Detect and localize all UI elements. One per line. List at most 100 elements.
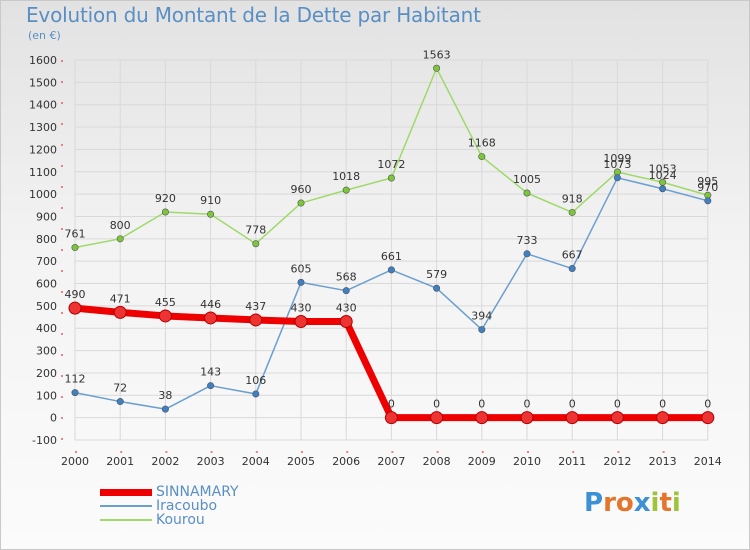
data-point-sinnamary bbox=[520, 411, 534, 425]
data-label-kourou: 1072 bbox=[377, 158, 405, 171]
data-point-kourou bbox=[207, 210, 215, 218]
data-point-sinnamary bbox=[475, 411, 489, 425]
logo-letter: x bbox=[633, 488, 651, 518]
y-tick-label: 100 bbox=[36, 389, 57, 402]
data-label-iracoubo: 667 bbox=[562, 249, 583, 262]
data-label-iracoubo: 605 bbox=[291, 262, 312, 275]
data-label-iracoubo: 970 bbox=[697, 181, 718, 194]
data-label-iracoubo: 579 bbox=[426, 268, 447, 281]
x-tick-label: 2001 bbox=[106, 455, 134, 468]
data-point-iracoubo bbox=[478, 326, 486, 334]
data-point-sinnamary bbox=[204, 311, 218, 325]
data-label-iracoubo: 661 bbox=[381, 250, 402, 263]
data-label-sinnamary: 0 bbox=[659, 398, 666, 411]
x-tick-label: 2006 bbox=[332, 455, 360, 468]
data-label-sinnamary: 437 bbox=[245, 300, 266, 313]
y-tick-label: 900 bbox=[36, 210, 57, 223]
x-tick-label: 2000 bbox=[61, 455, 89, 468]
chart-title: Evolution du Montant de la Dette par Hab… bbox=[26, 3, 481, 27]
data-point-iracoubo bbox=[704, 197, 712, 205]
data-label-iracoubo: 394 bbox=[471, 310, 492, 323]
data-point-kourou bbox=[297, 199, 305, 207]
y-tick-label: 1500 bbox=[29, 76, 57, 89]
data-point-sinnamary bbox=[113, 305, 127, 319]
legend: SINNAMARY Iracoubo Kourou bbox=[100, 485, 239, 527]
grid bbox=[74, 59, 709, 441]
data-label-kourou: 995 bbox=[697, 175, 718, 188]
y-tick-label: 500 bbox=[36, 300, 57, 313]
y-tick-label: 200 bbox=[36, 367, 57, 380]
data-point-sinnamary bbox=[339, 315, 353, 329]
series bbox=[68, 64, 715, 425]
data-label-sinnamary: 0 bbox=[524, 398, 531, 411]
legend-swatch-kourou bbox=[100, 519, 152, 521]
data-point-iracoubo bbox=[659, 185, 667, 193]
data-point-iracoubo bbox=[342, 287, 350, 295]
logo-letter: i bbox=[650, 488, 660, 518]
data-label-sinnamary: 455 bbox=[155, 296, 176, 309]
data-label-sinnamary: 0 bbox=[388, 398, 395, 411]
data-point-sinnamary bbox=[249, 313, 263, 327]
proxiti-logo: Proxiti bbox=[584, 488, 681, 518]
logo-letter: P bbox=[584, 488, 604, 518]
data-point-sinnamary bbox=[430, 411, 444, 425]
data-point-sinnamary bbox=[158, 309, 172, 323]
y-tick-label: 600 bbox=[36, 278, 57, 291]
data-label-kourou: 918 bbox=[562, 192, 583, 205]
data-point-kourou bbox=[342, 186, 350, 194]
x-tick-label: 2007 bbox=[377, 455, 405, 468]
data-label-sinnamary: 0 bbox=[614, 398, 621, 411]
data-label-iracoubo: 733 bbox=[517, 234, 538, 247]
data-point-kourou bbox=[161, 208, 169, 216]
legend-item-iracoubo: Iracoubo bbox=[100, 499, 239, 513]
data-label-sinnamary: 0 bbox=[569, 398, 576, 411]
data-label-kourou: 1099 bbox=[603, 152, 631, 165]
data-point-iracoubo bbox=[523, 250, 531, 258]
data-point-sinnamary bbox=[701, 411, 715, 425]
data-point-iracoubo bbox=[71, 389, 79, 397]
legend-label-kourou: Kourou bbox=[156, 512, 205, 528]
data-point-sinnamary bbox=[384, 411, 398, 425]
data-point-kourou bbox=[523, 189, 531, 197]
data-point-iracoubo bbox=[207, 382, 215, 390]
x-tick-label: 2010 bbox=[513, 455, 541, 468]
data-labels: 761 800 920 910 778 960 1018 1072 1563 1168 1005 91… bbox=[65, 48, 719, 410]
y-tick-label: -100 bbox=[32, 434, 57, 447]
legend-swatch-sinnamary bbox=[100, 488, 152, 496]
data-label-kourou: 1005 bbox=[513, 173, 541, 186]
y-tick-label: 1400 bbox=[29, 99, 57, 112]
data-point-kourou bbox=[252, 240, 260, 248]
data-point-kourou bbox=[568, 208, 576, 216]
data-label-iracoubo: 112 bbox=[65, 373, 86, 386]
data-point-iracoubo bbox=[297, 278, 305, 286]
data-point-kourou bbox=[116, 235, 124, 243]
data-point-iracoubo bbox=[387, 266, 395, 274]
data-label-kourou: 761 bbox=[65, 228, 86, 241]
data-label-iracoubo: 568 bbox=[336, 271, 357, 284]
chart-subtitle: (en €) bbox=[28, 29, 61, 42]
x-tick-label: 2011 bbox=[558, 455, 586, 468]
data-label-sinnamary: 430 bbox=[291, 302, 312, 315]
data-label-sinnamary: 0 bbox=[478, 398, 485, 411]
data-point-iracoubo bbox=[613, 174, 621, 182]
data-point-sinnamary bbox=[294, 315, 308, 329]
data-point-sinnamary bbox=[565, 411, 579, 425]
x-tick-label: 2002 bbox=[151, 455, 179, 468]
data-point-kourou bbox=[71, 244, 79, 252]
data-label-sinnamary: 0 bbox=[433, 398, 440, 411]
data-label-iracoubo: 1073 bbox=[603, 158, 631, 171]
legend-label-iracoubo: Iracoubo bbox=[156, 498, 218, 514]
logo-letter: t bbox=[659, 488, 672, 518]
data-point-sinnamary bbox=[656, 411, 670, 425]
data-label-kourou: 960 bbox=[291, 183, 312, 196]
data-point-sinnamary bbox=[68, 301, 82, 315]
data-point-iracoubo bbox=[161, 405, 169, 413]
legend-label-sinnamary: SINNAMARY bbox=[156, 484, 239, 500]
data-label-kourou: 1053 bbox=[649, 162, 677, 175]
data-point-iracoubo bbox=[116, 398, 124, 406]
y-tick-label: 400 bbox=[36, 322, 57, 335]
data-point-iracoubo bbox=[252, 390, 260, 398]
y-tick-label: 800 bbox=[36, 233, 57, 246]
data-point-kourou bbox=[433, 64, 441, 72]
